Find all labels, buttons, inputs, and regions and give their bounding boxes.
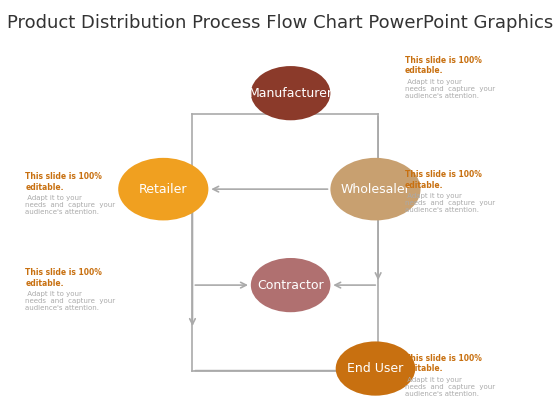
Ellipse shape [335,341,416,396]
Ellipse shape [330,158,421,220]
Text: This slide is 100%
editable.: This slide is 100% editable. [405,171,482,190]
Text: Contractor: Contractor [257,278,324,291]
Text: End User: End User [347,362,404,375]
Ellipse shape [118,158,208,220]
Text: Adapt it to your
needs  and  capture  your
audience's attention.: Adapt it to your needs and capture your … [25,195,115,215]
Text: Retailer: Retailer [139,183,188,196]
Text: This slide is 100%
editable.: This slide is 100% editable. [405,55,482,75]
Text: This slide is 100%
editable.: This slide is 100% editable. [25,173,102,192]
Text: Adapt it to your
needs  and  capture  your
audience's attention.: Adapt it to your needs and capture your … [405,193,495,213]
Text: Manufacturer: Manufacturer [249,87,333,100]
Text: This slide is 100%
editable.: This slide is 100% editable. [25,268,102,288]
Text: This slide is 100%
editable.: This slide is 100% editable. [405,354,482,373]
Ellipse shape [251,258,330,312]
Text: Wholesaler: Wholesaler [340,183,410,196]
Text: Adapt it to your
needs  and  capture  your
audience's attention.: Adapt it to your needs and capture your … [405,79,495,99]
Text: Adapt it to your
needs  and  capture  your
audience's attention.: Adapt it to your needs and capture your … [25,291,115,311]
Ellipse shape [251,66,330,120]
Text: Product Distribution Process Flow Chart PowerPoint Graphics: Product Distribution Process Flow Chart … [7,14,553,32]
Text: Adapt it to your
needs  and  capture  your
audience's attention.: Adapt it to your needs and capture your … [405,377,495,397]
